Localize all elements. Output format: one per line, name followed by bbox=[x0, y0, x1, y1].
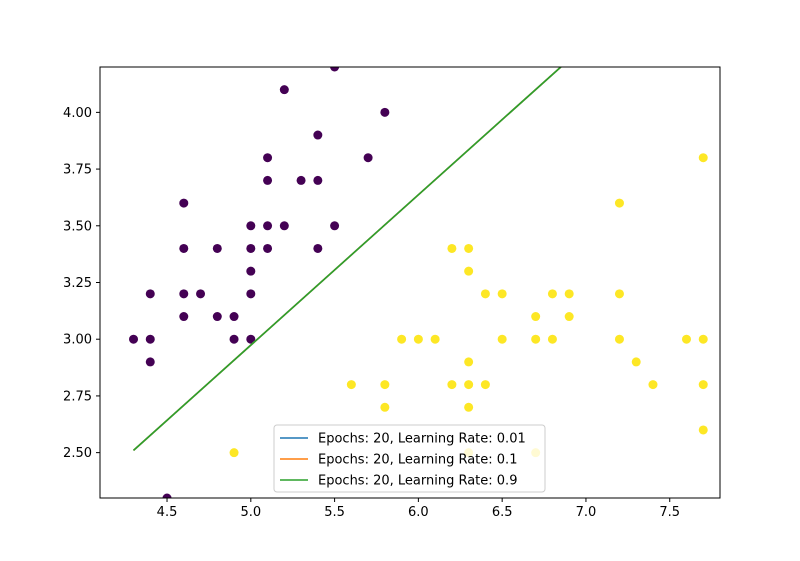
y-axis: 2.50 2.75 3.00 3.25 3.50 3.75 4.00 bbox=[63, 106, 100, 461]
legend-label: Epochs: 20, Learning Rate: 0.9 bbox=[318, 474, 517, 489]
data-point bbox=[413, 334, 423, 344]
x-tick-label: 4.5 bbox=[157, 505, 178, 520]
data-point bbox=[212, 312, 222, 322]
data-point bbox=[614, 198, 624, 208]
legend: Epochs: 20, Learning Rate: 0.01 Epochs: 2… bbox=[273, 424, 546, 493]
x-tick-label: 5.5 bbox=[324, 505, 345, 520]
data-point bbox=[430, 334, 440, 344]
data-point bbox=[346, 380, 356, 390]
data-point bbox=[447, 243, 457, 253]
x-tick-label: 7.5 bbox=[659, 505, 680, 520]
data-point bbox=[145, 357, 155, 367]
data-point bbox=[263, 221, 273, 231]
data-point bbox=[330, 221, 340, 231]
data-point bbox=[397, 334, 407, 344]
data-point bbox=[380, 402, 390, 412]
data-point bbox=[547, 334, 557, 344]
data-point bbox=[246, 266, 256, 276]
data-point bbox=[145, 289, 155, 299]
data-point bbox=[196, 289, 206, 299]
data-point bbox=[145, 334, 155, 344]
data-point bbox=[648, 380, 658, 390]
data-point bbox=[246, 243, 256, 253]
data-point bbox=[363, 153, 373, 163]
y-tick-label: 2.75 bbox=[63, 389, 92, 404]
data-point bbox=[212, 243, 222, 253]
data-point bbox=[464, 266, 474, 276]
data-point bbox=[480, 380, 490, 390]
data-point bbox=[698, 380, 708, 390]
data-point bbox=[263, 153, 273, 163]
data-point bbox=[179, 289, 189, 299]
data-point bbox=[330, 67, 340, 72]
data-point bbox=[631, 357, 641, 367]
legend-label: Epochs: 20, Learning Rate: 0.01 bbox=[318, 432, 526, 447]
data-point bbox=[464, 380, 474, 390]
data-point bbox=[179, 198, 189, 208]
data-point bbox=[229, 312, 239, 322]
data-point bbox=[614, 334, 624, 344]
series-line-3 bbox=[132, 67, 562, 451]
data-point bbox=[179, 312, 189, 322]
data-point bbox=[129, 334, 139, 344]
data-point bbox=[229, 448, 239, 458]
y-tick-label: 3.50 bbox=[63, 219, 92, 234]
data-point bbox=[279, 221, 289, 231]
data-point bbox=[162, 493, 172, 498]
data-point bbox=[698, 334, 708, 344]
x-tick-label: 5.0 bbox=[240, 505, 261, 520]
data-point bbox=[681, 334, 691, 344]
x-tick-label: 6.0 bbox=[408, 505, 429, 520]
data-point bbox=[263, 175, 273, 185]
data-point bbox=[313, 175, 323, 185]
y-tick-label: 4.00 bbox=[63, 106, 92, 121]
y-tick-label: 3.00 bbox=[63, 333, 92, 348]
data-point bbox=[564, 312, 574, 322]
data-point bbox=[313, 243, 323, 253]
data-point bbox=[614, 289, 624, 299]
legend-box bbox=[273, 424, 546, 493]
data-point bbox=[698, 425, 708, 435]
data-point bbox=[380, 107, 390, 117]
data-point bbox=[246, 221, 256, 231]
data-point bbox=[447, 380, 457, 390]
decision-lines bbox=[132, 67, 562, 451]
y-tick-label: 3.75 bbox=[63, 163, 92, 178]
data-point bbox=[497, 334, 507, 344]
data-point bbox=[698, 153, 708, 163]
data-point bbox=[279, 85, 289, 95]
data-point bbox=[564, 289, 574, 299]
x-tick-label: 6.5 bbox=[492, 505, 513, 520]
data-point bbox=[464, 357, 474, 367]
data-point bbox=[246, 289, 256, 299]
data-point bbox=[246, 334, 256, 344]
y-tick-label: 3.25 bbox=[63, 276, 92, 291]
data-point bbox=[497, 289, 507, 299]
data-point bbox=[380, 380, 390, 390]
data-point bbox=[179, 243, 189, 253]
data-point bbox=[296, 175, 306, 185]
data-point bbox=[531, 334, 541, 344]
data-point bbox=[464, 402, 474, 412]
x-tick-label: 7.0 bbox=[576, 505, 597, 520]
data-point bbox=[313, 130, 323, 140]
data-point bbox=[547, 289, 557, 299]
data-point bbox=[229, 334, 239, 344]
data-point bbox=[464, 243, 474, 253]
y-tick-label: 2.50 bbox=[63, 446, 92, 461]
data-point bbox=[531, 312, 541, 322]
x-axis: 4.5 5.0 5.5 6.0 6.5 7.0 7.5 bbox=[157, 498, 680, 520]
data-point bbox=[263, 243, 273, 253]
data-point bbox=[480, 289, 490, 299]
legend-label: Epochs: 20, Learning Rate: 0.1 bbox=[318, 453, 517, 468]
